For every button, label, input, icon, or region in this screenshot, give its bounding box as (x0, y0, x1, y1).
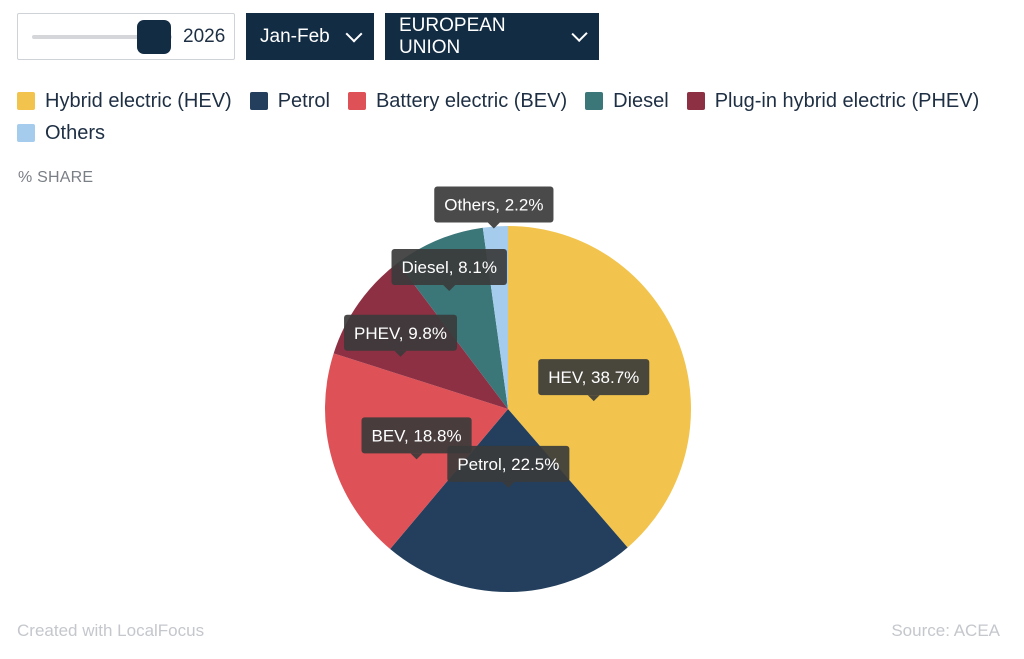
legend-swatch (249, 92, 268, 110)
legend-swatch (17, 92, 35, 110)
legend-item-petrol[interactable]: Petrol (249, 89, 330, 113)
period-dropdown-label: Jan-Feb (260, 25, 330, 47)
legend-swatch (347, 92, 366, 110)
unit-label: % SHARE (18, 169, 94, 186)
pie-data-label-hybrid-electric-hev: HEV, 38.7% (538, 359, 650, 402)
pie-data-label-box (434, 186, 554, 223)
pie-data-label-pointer (487, 222, 500, 229)
legend-label: Battery electric (BEV) (375, 89, 568, 112)
pie-data-label-pointer (587, 395, 600, 402)
legend-swatch (17, 124, 35, 142)
legend-label: Others (45, 121, 106, 144)
legend-item-bev[interactable]: Battery electric (BEV) (347, 89, 568, 113)
pie-data-label-plug-in-hybrid-electric-phev: PHEV, 9.8% (344, 314, 457, 357)
pie-data-label-text: Petrol, 22.5% (457, 455, 559, 474)
pie-slice-petrol[interactable] (390, 409, 628, 593)
pie-data-label-box (447, 445, 570, 482)
legend-item-others[interactable]: Others (17, 121, 105, 145)
pie-data-label-diesel: Diesel, 8.1% (391, 248, 507, 291)
region-dropdown-label: EUROPEAN UNION (399, 14, 506, 58)
year-value: 2026 (183, 26, 226, 47)
pie-slices (325, 226, 691, 593)
period-dropdown[interactable]: Jan-Feb (246, 13, 374, 60)
year-slider[interactable]: 2026 (17, 13, 235, 60)
legend-swatch (686, 92, 705, 110)
pie-data-label-text: BEV, 18.8% (372, 426, 462, 445)
region-dropdown[interactable]: EUROPEAN UNION (385, 13, 599, 60)
year-slider-thumb[interactable] (136, 20, 171, 54)
pie-data-label-box (391, 248, 507, 285)
legend-item-diesel[interactable]: Diesel (585, 89, 669, 113)
legend-swatch (585, 92, 604, 110)
pie-data-label-text: PHEV, 9.8% (354, 324, 447, 343)
pie-data-label-pointer (410, 453, 423, 460)
footer-credit[interactable]: Created with LocalFocus (17, 621, 205, 640)
pie-data-label-text: HEV, 38.7% (548, 368, 639, 387)
legend-label: Petrol (277, 89, 330, 112)
legend-label: Hybrid electric (HEV) (45, 89, 232, 112)
pie-data-label-petrol: Petrol, 22.5% (447, 445, 570, 488)
pie-data-label-box (344, 314, 457, 351)
pie-data-label-others: Others, 2.2% (434, 186, 554, 229)
pie-data-label-box (538, 359, 650, 396)
pie-data-label-text: Diesel, 8.1% (402, 258, 497, 277)
legend-label: Plug-in hybrid electric (PHEV) (714, 89, 980, 112)
chart-legend: Hybrid electric (HEV) Petrol Battery ele… (17, 89, 1007, 145)
pie-data-label-battery-electric-bev: BEV, 18.8% (361, 417, 472, 460)
year-slider-track[interactable] (32, 35, 172, 39)
legend-item-phev[interactable]: Plug-in hybrid electric (PHEV) (686, 89, 980, 113)
footer-source: Source: ACEA (891, 621, 1000, 640)
pie-data-label-pointer (394, 350, 407, 357)
controls-bar: 2026 Jan-Feb EUROPEAN UNION (17, 13, 599, 60)
pie-data-label-box (361, 417, 472, 454)
pie-data-labels: HEV, 38.7% Petrol, 22.5% BEV, 18.8% PHEV, 9… (344, 186, 650, 488)
legend-item-hev[interactable]: Hybrid electric (HEV) (17, 89, 232, 113)
pie-data-label-pointer (443, 284, 456, 291)
legend-label: Diesel (613, 89, 669, 112)
pie-data-label-text: Others, 2.2% (444, 196, 543, 215)
pie-data-label-pointer (502, 481, 515, 488)
